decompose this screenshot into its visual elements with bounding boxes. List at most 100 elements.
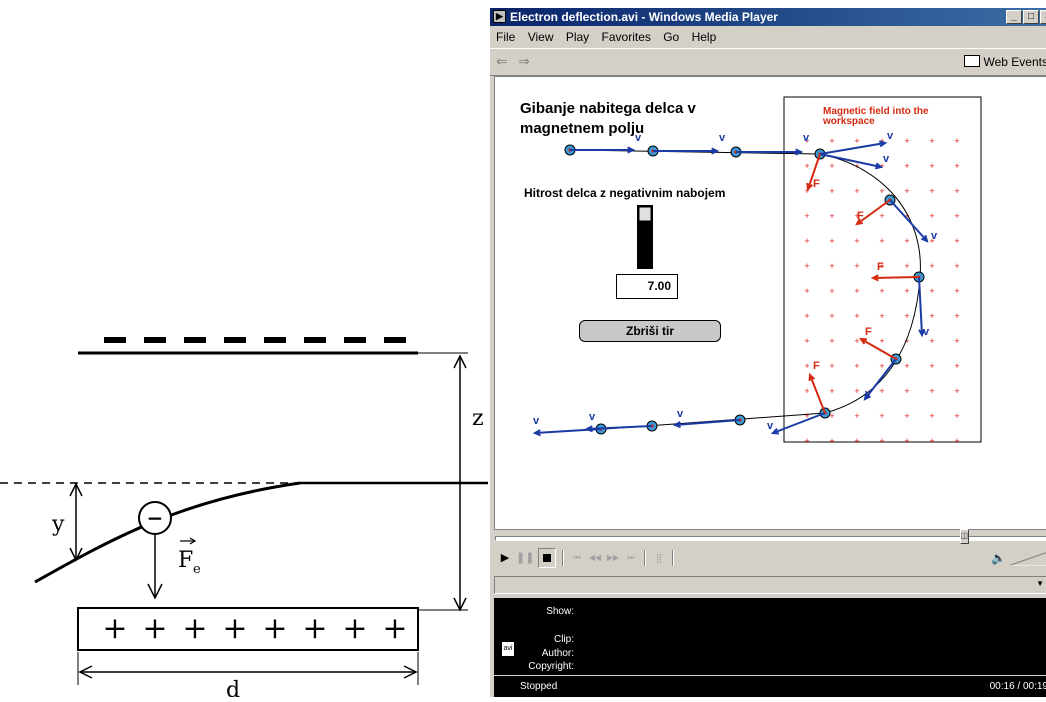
velocity-arrow: [889, 199, 928, 242]
playlist-icon[interactable]: ⣿: [655, 553, 663, 563]
video-frame: Gibanje nabitega delca v magnetnem polju…: [494, 76, 1046, 530]
speed-slider-thumb[interactable]: [638, 206, 652, 222]
web-events-button[interactable]: Web Events: [963, 55, 1046, 69]
media-player-window: ▶ Electron deflection.avi - Windows Medi…: [488, 8, 1046, 697]
pause-button[interactable]: ❚❚: [516, 552, 535, 564]
field-plus-marker: +: [929, 311, 934, 321]
clip-info-panel: Show: Clip: Author: Copyright: avi: [494, 598, 1046, 675]
field-plus-marker: +: [854, 411, 859, 421]
field-plus-marker: +: [929, 211, 934, 221]
author-label: Author:: [541, 648, 574, 659]
minus-sign: [144, 337, 166, 343]
field-plus-marker: +: [829, 286, 834, 296]
field-plus-marker: +: [879, 336, 884, 346]
fast-forward-button[interactable]: ▶▶: [606, 553, 620, 562]
field-plus-marker: +: [904, 236, 909, 246]
velocity-arrow: [864, 358, 897, 400]
field-plus-marker: +: [854, 261, 859, 271]
field-plus-marker: +: [879, 211, 884, 221]
velocity-label: v: [803, 132, 810, 144]
velocity-arrowhead: [627, 146, 636, 154]
velocity-label: v: [589, 411, 596, 423]
field-plus-marker: +: [804, 136, 809, 146]
force-arrow: [860, 338, 897, 360]
field-plus-marker: +: [954, 386, 959, 396]
velocity-arrowhead: [532, 429, 541, 437]
field-plus-marker: +: [829, 311, 834, 321]
rewind-button[interactable]: ◀◀: [588, 553, 602, 562]
close-button[interactable]: ×: [1040, 10, 1046, 24]
back-arrow-icon[interactable]: ⇐: [496, 53, 508, 69]
field-plus-marker: +: [904, 286, 909, 296]
force-label: F: [813, 360, 820, 372]
field-plus-marker: +: [804, 261, 809, 271]
speed-value-field[interactable]: 7.00: [616, 274, 678, 299]
menu-view[interactable]: View: [527, 30, 554, 44]
field-plus-marker: +: [804, 361, 809, 371]
field-plus-marker: +: [829, 361, 834, 371]
force-label: F: [865, 326, 872, 338]
velocity-arrowhead: [874, 162, 884, 170]
menu-bar: File View Play Favorites Go Help: [490, 28, 1046, 46]
stop-button[interactable]: [538, 548, 556, 568]
menu-file[interactable]: File: [496, 30, 516, 44]
play-button[interactable]: ▶: [500, 552, 510, 564]
minus-sign: [224, 337, 246, 343]
force-arrow: [807, 153, 821, 190]
title-bar[interactable]: ▶ Electron deflection.avi - Windows Medi…: [490, 8, 1046, 26]
navigation-bar: ⇐ ⇒ Web Events: [490, 48, 1046, 76]
volume-slider[interactable]: [1008, 552, 1046, 566]
menu-favorites[interactable]: Favorites: [601, 30, 651, 44]
field-plus-marker: +: [904, 311, 909, 321]
forward-arrow-icon[interactable]: ⇒: [518, 53, 530, 69]
menu-help[interactable]: Help: [691, 30, 717, 44]
field-plus-marker: +: [954, 336, 959, 346]
field-plus-marker: +: [879, 436, 884, 446]
velocity-arrowhead: [918, 329, 926, 338]
seek-bar[interactable]: [495, 536, 1046, 541]
video-svg: Gibanje nabitega delca v magnetnem polju…: [520, 96, 982, 446]
clear-trace-button[interactable]: Zbriši tir: [579, 320, 721, 342]
menu-play[interactable]: Play: [565, 30, 590, 44]
field-plus-marker: +: [879, 136, 884, 146]
field-plus-marker: +: [954, 161, 959, 171]
field-plus-marker: +: [804, 336, 809, 346]
speaker-icon[interactable]: 🔈: [991, 551, 1006, 565]
elapsed-time: 00:16 / 00:19: [989, 681, 1046, 692]
plus-sign: +: [382, 611, 407, 646]
field-plus-marker: +: [804, 236, 809, 246]
media-player-icon: ▶: [493, 10, 506, 23]
field-plus-marker: +: [829, 336, 834, 346]
skip-back-button[interactable]: ⏮: [573, 553, 581, 562]
deflection-diagram: − F e y z + + + + + + + + d: [0, 0, 490, 702]
field-plus-marker: +: [854, 211, 859, 221]
field-plus-marker: +: [929, 186, 934, 196]
minus-sign: [104, 337, 126, 343]
field-plus-marker: +: [929, 436, 934, 446]
velocity-label: v: [883, 153, 890, 165]
track-selector[interactable]: ▼: [494, 576, 1046, 594]
field-plus-marker: +: [954, 311, 959, 321]
plus-sign: +: [302, 611, 327, 646]
force-label: F: [857, 210, 864, 222]
velocity-arrowhead: [711, 147, 720, 155]
force-arrowhead: [870, 274, 879, 282]
maximize-button[interactable]: □: [1023, 10, 1039, 24]
skip-forward-button[interactable]: ⏭: [627, 553, 635, 562]
minimize-button[interactable]: _: [1006, 10, 1022, 24]
top-plate-signs: [104, 337, 406, 343]
field-plus-marker: +: [904, 386, 909, 396]
field-plus-marker: +: [804, 186, 809, 196]
speed-label: Hitrost delca z negativnim nabojem: [524, 186, 725, 200]
velocity-arrowhead: [770, 427, 780, 435]
field-plus-marker: +: [929, 361, 934, 371]
plus-sign: +: [222, 611, 247, 646]
field-plus-marker: +: [804, 311, 809, 321]
diagram-svg: − F e y z + + + + + + + + d: [0, 337, 490, 702]
seek-thumb[interactable]: ◫: [959, 529, 969, 544]
velocity-arrow: [674, 419, 741, 426]
field-plus-marker: +: [954, 411, 959, 421]
copyright-label: Copyright:: [528, 661, 574, 672]
menu-go[interactable]: Go: [663, 30, 680, 44]
velocity-label: v: [719, 132, 726, 144]
